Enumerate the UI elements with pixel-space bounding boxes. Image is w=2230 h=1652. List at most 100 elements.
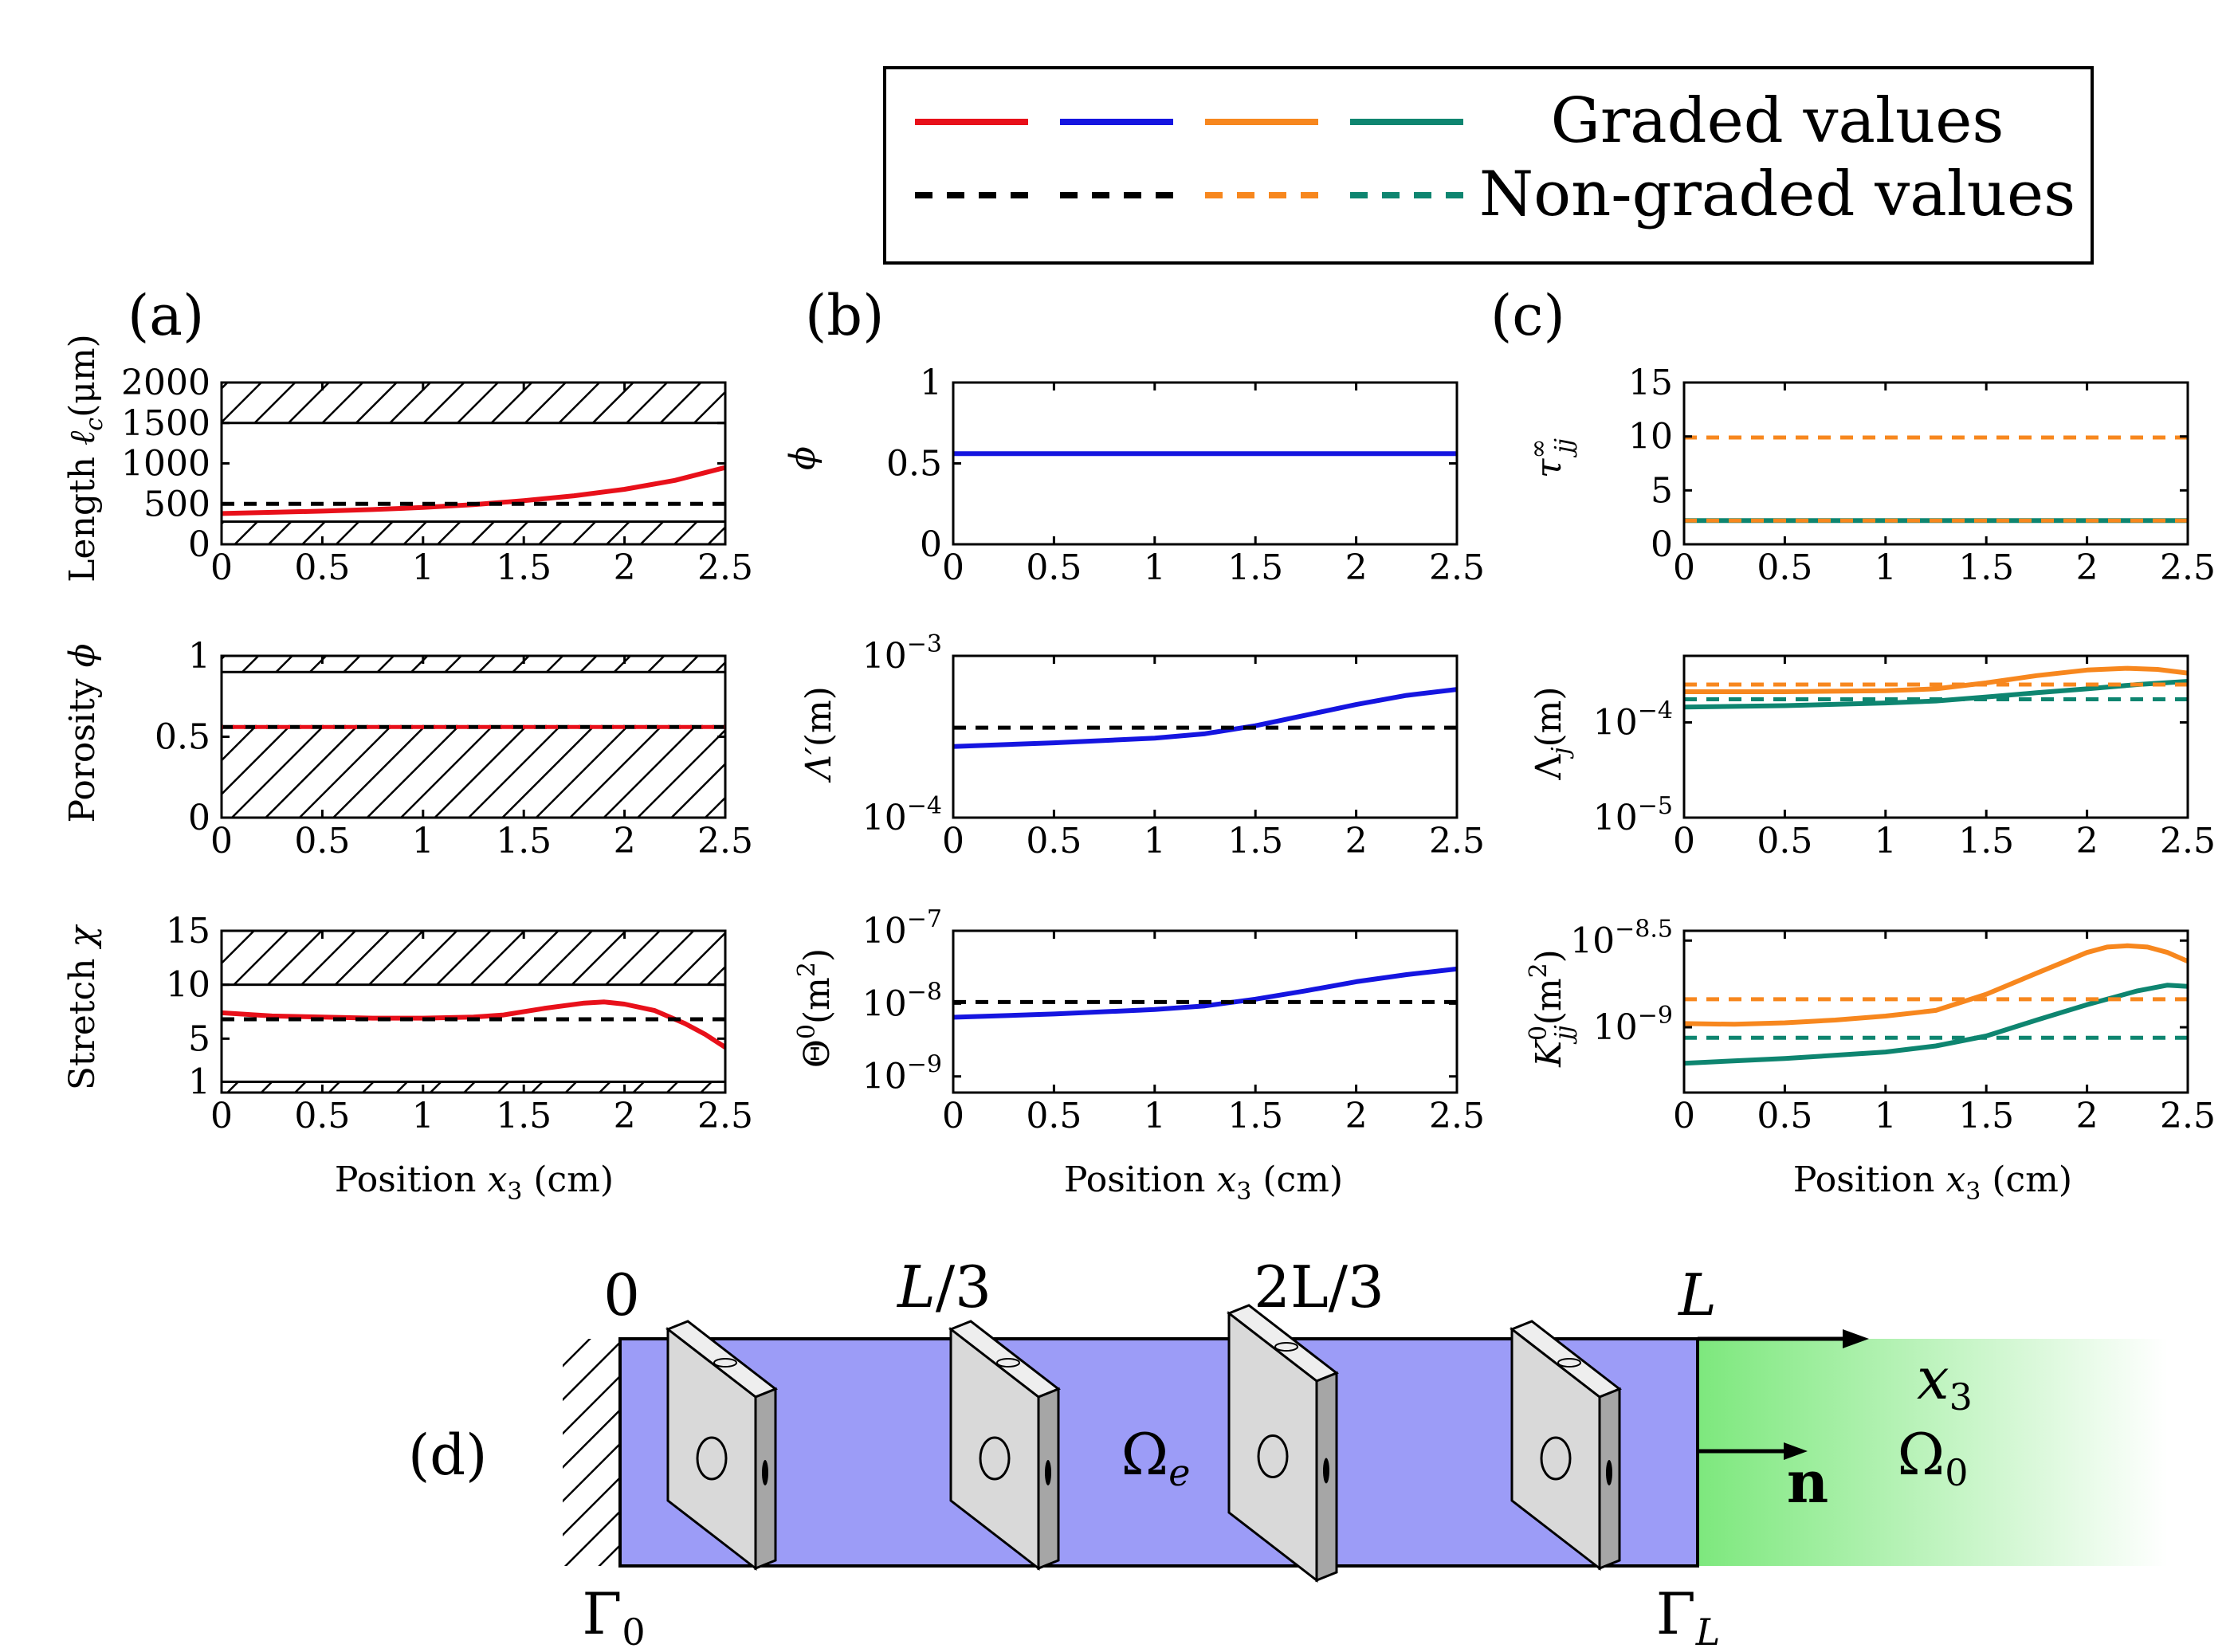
resonator-plate (665, 1320, 778, 1572)
x-tick-label: 0 (942, 547, 964, 588)
legend: Graded values Non-graded values (883, 66, 2094, 265)
pos-label-0: 0 (603, 1262, 640, 1328)
x-tick-label: 0.5 (294, 547, 350, 588)
x-tick-label: 1.5 (1958, 1096, 2014, 1136)
plot-b1: 0 0.5 1 1.5 2 2.5 0 0.5 1 (886, 363, 1485, 588)
x-tick-label: 1 (1875, 547, 1897, 588)
panel-label-c: (c) (1490, 283, 1565, 348)
omega-0-label: Ω0 (1898, 1421, 1969, 1494)
plot-c3: 0 0.5 1 1.5 2 2.5 10−9 10−8.5 (1570, 915, 2216, 1136)
y-tick-label: 1500 (121, 403, 210, 444)
panel-label-b: (b) (805, 283, 884, 348)
hatched-region (220, 520, 727, 546)
x-tick-label: 0.5 (1026, 1096, 1082, 1136)
series-a1-red-solid (222, 465, 725, 516)
series-c2-orange-solid (1684, 665, 2188, 694)
x-tick-label: 1.5 (1958, 547, 2014, 588)
y-tick-label: 10−4 (1593, 697, 1673, 744)
gamma-0-label: Γ0 (582, 1580, 645, 1652)
legend-nongraded-label: Non-graded values (1479, 159, 2075, 230)
x-tick-label: 2.5 (697, 547, 753, 588)
x-tick-label: 1.5 (496, 1096, 552, 1136)
y-tick-label: 5 (1651, 470, 1673, 511)
resonator-plate (948, 1320, 1061, 1572)
x-tick-label: 0 (1673, 821, 1695, 861)
axes-frame (952, 929, 1459, 1094)
x-tick-label: 1 (1144, 821, 1166, 861)
x-tick-label: 1 (412, 547, 434, 588)
y-tick-label: 0 (188, 798, 210, 838)
x-tick-label: 2.5 (697, 821, 753, 861)
axes-frame (220, 929, 727, 1094)
y-tick-label: 1000 (121, 444, 210, 485)
diagram-d: (d) 0 L/3 2L/3 L x3 Ωe Ω0 n Γ0 ΓL (408, 1254, 2168, 1652)
x-tick-label: 2.5 (2160, 547, 2216, 588)
legend-box (883, 66, 2094, 265)
x-tick-label: 1 (1875, 821, 1897, 861)
xlabel-a: Position x3 (cm) (335, 1160, 614, 1206)
resonator-plate (1227, 1304, 1339, 1583)
ylabel-c3: K0jj(m2) (1525, 949, 1578, 1068)
y-tick-label: 10−3 (862, 630, 942, 677)
x-tick-label: 2.5 (1429, 1096, 1485, 1136)
x-tick-label: 0 (942, 821, 964, 861)
x-tick-label: 1.5 (496, 547, 552, 588)
y-tick-label: 0.5 (155, 717, 210, 758)
x-tick-label: 0 (210, 1096, 233, 1136)
ylabel-b2: Λ′(m) (799, 686, 839, 783)
xlabel-c: Position x3 (cm) (1793, 1160, 2072, 1206)
x-tick-label: 1 (412, 1096, 434, 1136)
axes-frame (1682, 929, 2189, 1094)
x-tick-label: 2 (1345, 1096, 1368, 1136)
x-tick-label: 0.5 (294, 1096, 350, 1136)
pos-label-l3: L/3 (896, 1254, 991, 1320)
hatched-region (220, 1080, 727, 1094)
plot-c2: 0 0.5 1 1.5 2 2.5 10−5 10−4 (1593, 654, 2216, 861)
y-tick-label: 0 (188, 524, 210, 565)
x-tick-label: 1 (1144, 547, 1166, 588)
y-tick-label: 0.5 (886, 444, 942, 485)
panel-label-a: (a) (128, 283, 204, 348)
hatched-region (220, 725, 727, 819)
plot-b3: 0 0.5 1 1.5 2 2.5 10−9 10−8 10−7 (862, 905, 1485, 1136)
x-tick-label: 2.5 (1429, 547, 1485, 588)
pos-label-2l3: 2L/3 (1254, 1254, 1384, 1320)
normal-label: n (1787, 1448, 1828, 1516)
y-tick-label: 1 (188, 636, 210, 677)
x-tick-label: 0.5 (1026, 547, 1082, 588)
y-tick-label: 15 (1628, 363, 1673, 403)
ylabel-a3: Stretch χ (62, 924, 103, 1091)
hatched-region (220, 381, 727, 425)
ylabel-a2: Porosity ϕ (62, 643, 103, 822)
xlabel-b: Position x3 (cm) (1064, 1160, 1343, 1206)
axes-frame (1682, 381, 2189, 546)
x-tick-label: 2 (2076, 821, 2098, 861)
series-c3-orange-solid (1684, 943, 2188, 1027)
x-tick-label: 0 (210, 547, 233, 588)
ylabel-b1: ϕ (783, 446, 823, 470)
axes-frame (1682, 654, 2189, 819)
y-tick-label: 10−9 (862, 1051, 942, 1097)
series-a3-red-solid (222, 999, 725, 1050)
x3-axis-arrowhead (1843, 1329, 1869, 1348)
axes-frame (952, 381, 1459, 546)
x-tick-label: 2 (614, 821, 636, 861)
y-tick-label: 10−5 (1593, 792, 1673, 838)
y-tick-label: 15 (166, 911, 210, 952)
y-axis-labels: Length ℓc(μm) Porosity ϕ Stretch χ ϕ Λ′(… (62, 334, 1578, 1090)
y-tick-label: 0 (920, 524, 942, 565)
ylabel-c1: τ∞jj (1525, 438, 1578, 478)
x-tick-label: 1 (1875, 1096, 1897, 1136)
x-tick-label: 2.5 (2160, 821, 2216, 861)
hatched-region (220, 929, 727, 987)
omega-e-label: Ωe (1121, 1421, 1191, 1494)
ylabel-a1: Length ℓc(μm) (62, 334, 108, 583)
ylabel-c2: Λj(m) (1529, 686, 1575, 780)
x-tick-label: 0 (210, 821, 233, 861)
x-tick-label: 0.5 (1026, 821, 1082, 861)
x-tick-label: 2 (614, 547, 636, 588)
legend-graded-label: Graded values (1551, 85, 2004, 157)
